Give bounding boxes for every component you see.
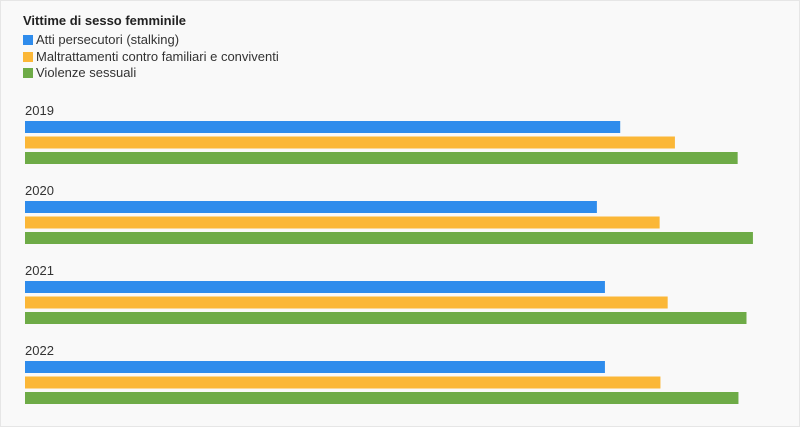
category-label: 2021 — [25, 263, 54, 278]
legend-item-stalking: Atti persecutori (stalking) — [23, 32, 279, 49]
legend-item-violenze: Violenze sessuali — [23, 65, 279, 82]
bar-2022-series-0 — [25, 361, 605, 373]
legend-label: Violenze sessuali — [36, 65, 137, 80]
legend-label: Atti persecutori (stalking) — [36, 32, 180, 47]
legend-swatch — [23, 68, 33, 79]
bar-2022-series-1 — [25, 376, 661, 389]
category-label: 2022 — [25, 343, 54, 358]
bar-2020-series-2 — [25, 232, 753, 244]
bar-2022-series-2 — [25, 392, 739, 404]
chart-title: Vittime di sesso femminile — [23, 13, 187, 28]
bar-2020-series-0 — [25, 201, 597, 213]
legend-label: Maltrattamenti contro familiari e conviv… — [36, 48, 279, 64]
bar-2021-series-1 — [25, 296, 668, 309]
legend: Atti persecutori (stalking) Maltrattamen… — [23, 32, 279, 82]
legend-swatch — [23, 51, 33, 62]
legend-item-maltrattamenti: Maltrattamenti contro familiari e conviv… — [23, 49, 279, 66]
bar-2020-series-1 — [25, 216, 660, 229]
bar-2021-series-2 — [25, 312, 747, 324]
bar-2021-series-0 — [25, 281, 605, 293]
legend-swatch — [23, 35, 33, 46]
category-label: 2019 — [25, 103, 54, 118]
bar-2019-series-1 — [25, 136, 675, 149]
bar-2019-series-2 — [25, 152, 738, 164]
category-label: 2020 — [25, 183, 54, 198]
bar-2019-series-0 — [25, 121, 621, 133]
